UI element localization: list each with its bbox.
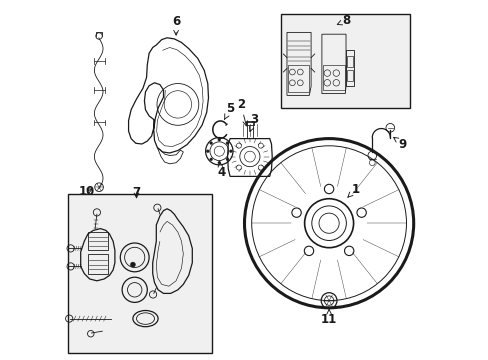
Text: 10: 10 [79,185,95,198]
Circle shape [218,161,220,164]
Bar [288,65,308,92]
Bar [280,14,409,108]
Circle shape [218,138,220,141]
Text: 2: 2 [236,98,247,126]
Bar [88,232,107,250]
Text: 7: 7 [132,186,140,199]
Bar [88,254,107,274]
Text: 1: 1 [347,183,360,197]
Circle shape [209,141,212,144]
Text: 4: 4 [217,161,225,179]
Bar [347,70,352,81]
Text: 9: 9 [393,138,406,150]
Bar [347,56,352,67]
Circle shape [225,158,228,161]
Circle shape [130,262,135,267]
Circle shape [229,150,232,153]
Circle shape [209,158,212,161]
Text: 8: 8 [337,14,349,27]
Bar [68,194,212,353]
Bar [245,121,254,125]
Bar [322,65,344,90]
Bar [346,50,353,86]
Circle shape [206,150,209,153]
Text: 11: 11 [320,309,337,326]
Circle shape [225,141,228,144]
Text: 5: 5 [224,102,234,120]
Text: 3: 3 [249,113,258,131]
Text: 6: 6 [172,15,180,35]
